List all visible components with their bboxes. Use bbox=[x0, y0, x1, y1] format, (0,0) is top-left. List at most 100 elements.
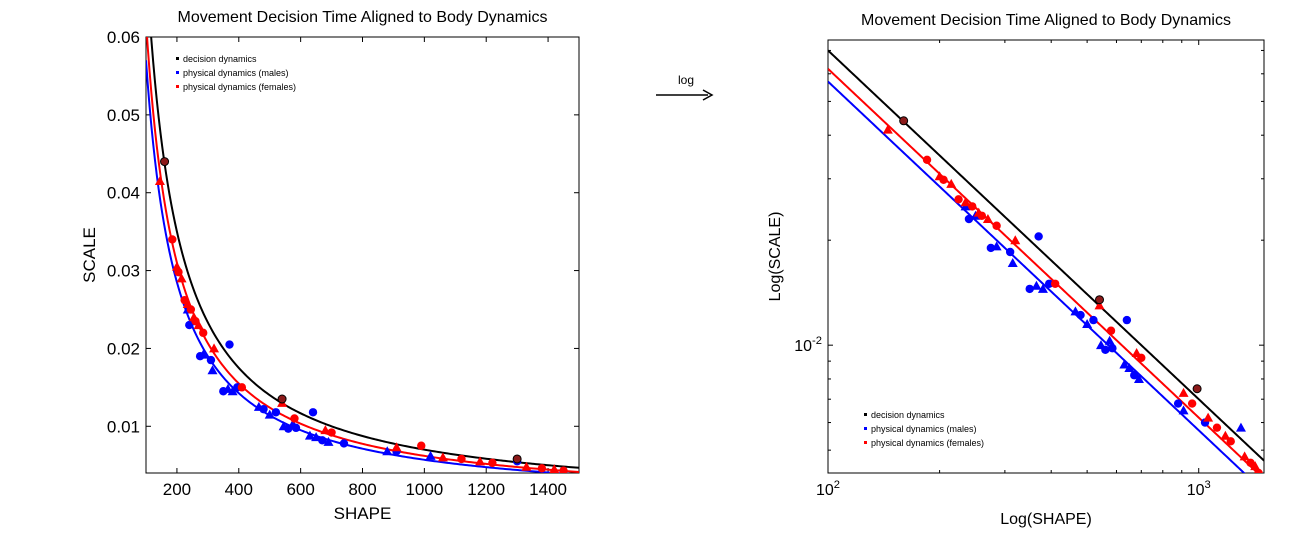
data-point-males bbox=[1031, 280, 1042, 290]
data-point-females bbox=[1187, 399, 1197, 408]
x-tick-label: 800 bbox=[348, 480, 376, 499]
data-point-females bbox=[457, 454, 466, 464]
data-point-females bbox=[237, 383, 247, 392]
legend-label: physical dynamics (females) bbox=[871, 438, 984, 448]
data-point-decision bbox=[1095, 295, 1105, 305]
data-point-females bbox=[176, 273, 187, 283]
y-tick-label: 0.05 bbox=[107, 106, 140, 125]
data-point-females bbox=[922, 155, 932, 165]
data-point-males bbox=[1005, 247, 1015, 257]
data-point-males bbox=[339, 439, 349, 448]
legend-label: physical dynamics (males) bbox=[871, 424, 977, 434]
data-point-females bbox=[968, 202, 977, 211]
data-point-females bbox=[290, 414, 299, 423]
data-point-decision bbox=[899, 116, 909, 126]
legend: decision dynamics physical dynamics (male… bbox=[176, 54, 296, 92]
chart-title: Movement Decision Time Aligned to Body D… bbox=[861, 12, 1231, 29]
data-point-females bbox=[1212, 423, 1222, 432]
tick-exponent: 3 bbox=[1205, 479, 1211, 491]
data-point-females bbox=[1137, 353, 1146, 363]
data-point-males bbox=[1108, 344, 1117, 353]
data-point-females bbox=[186, 305, 196, 314]
data-point-males bbox=[308, 408, 318, 417]
data-point-males bbox=[206, 355, 216, 365]
data-point-males bbox=[1104, 335, 1115, 345]
data-point-females bbox=[1203, 412, 1214, 422]
legend-label: physical dynamics (females) bbox=[183, 82, 296, 92]
data-point-females bbox=[168, 235, 177, 244]
data-point-males bbox=[991, 241, 1002, 251]
x-axis-label: SHAPE bbox=[334, 504, 392, 523]
data-point-males bbox=[1130, 371, 1139, 380]
data-point-males bbox=[1173, 399, 1183, 408]
data-point-males bbox=[1076, 310, 1085, 320]
data-point-females bbox=[1010, 235, 1021, 245]
data-point-females bbox=[946, 178, 957, 188]
x-tick-label: 200 bbox=[163, 480, 191, 499]
y-axis-label: SCALE bbox=[80, 227, 99, 283]
data-point-males bbox=[304, 430, 315, 440]
data-point-males bbox=[1122, 315, 1132, 325]
data-point-males bbox=[1089, 315, 1098, 325]
fit-curve-series-2 bbox=[828, 68, 1260, 473]
log-scale-chart: Movement Decision Time Aligned to Body D… bbox=[767, 12, 1265, 528]
data-point-males bbox=[1037, 283, 1048, 293]
data-point-females bbox=[1239, 451, 1250, 461]
legend-swatch bbox=[176, 71, 179, 74]
data-point-males bbox=[318, 436, 327, 445]
data-point-males bbox=[207, 365, 218, 375]
data-point-males bbox=[259, 404, 268, 414]
tick-exponent: 2 bbox=[834, 479, 840, 491]
data-point-females bbox=[982, 214, 993, 224]
data-point-females bbox=[1226, 437, 1235, 446]
data-point-females bbox=[882, 124, 893, 134]
data-point-females bbox=[960, 197, 971, 207]
data-point-males bbox=[271, 408, 281, 417]
plot-area bbox=[146, 37, 579, 473]
data-point-males bbox=[425, 450, 436, 460]
fit-curve-series-2 bbox=[146, 37, 579, 473]
data-point-males bbox=[1235, 422, 1246, 432]
data-point-females bbox=[549, 464, 560, 473]
data-point-females bbox=[1094, 300, 1105, 310]
x-axis-label: Log(SHAPE) bbox=[1000, 511, 1092, 528]
data-point-females bbox=[488, 458, 497, 468]
data-point-males bbox=[198, 349, 209, 359]
data-point-males bbox=[225, 340, 234, 349]
x-tick-label: 102 bbox=[816, 479, 840, 499]
data-point-females bbox=[154, 176, 165, 186]
tick-base: 10 bbox=[816, 482, 834, 499]
data-point-females bbox=[174, 267, 183, 277]
y-tick-label: 0.03 bbox=[107, 262, 140, 281]
legend-label: decision dynamics bbox=[871, 410, 945, 420]
data-point-females bbox=[1178, 387, 1189, 397]
y-tick-label: 10-2 bbox=[794, 335, 822, 355]
data-point-males bbox=[382, 446, 393, 456]
data-point-males bbox=[1034, 232, 1043, 241]
legend-swatch bbox=[864, 441, 867, 444]
data-point-females bbox=[992, 221, 1001, 230]
linear-scale-chart: Movement Decision Time Aligned to Body D… bbox=[80, 9, 580, 523]
data-point-females bbox=[954, 195, 963, 204]
data-point-females bbox=[391, 442, 402, 452]
data-point-females bbox=[417, 441, 426, 450]
data-point-males bbox=[1101, 345, 1110, 354]
log-transform-arrow: log bbox=[656, 73, 714, 101]
tick-base: 10 bbox=[794, 338, 812, 355]
data-point-females bbox=[327, 428, 336, 437]
data-point-males bbox=[1133, 373, 1144, 383]
y-tick-label: 0.06 bbox=[107, 28, 140, 47]
data-point-females bbox=[437, 452, 448, 462]
legend-swatch bbox=[176, 57, 179, 60]
data-point-females bbox=[521, 461, 532, 471]
data-point-males bbox=[1044, 279, 1054, 288]
y-tick-label: 0.02 bbox=[107, 339, 140, 358]
plot-area bbox=[828, 49, 1264, 473]
data-point-females bbox=[977, 211, 987, 220]
arrow-label: log bbox=[678, 73, 694, 87]
data-point-females bbox=[939, 175, 948, 184]
data-point-males bbox=[291, 423, 301, 433]
data-point-males bbox=[1025, 284, 1034, 294]
x-tick-label: 400 bbox=[225, 480, 253, 499]
data-point-females bbox=[1250, 461, 1261, 471]
